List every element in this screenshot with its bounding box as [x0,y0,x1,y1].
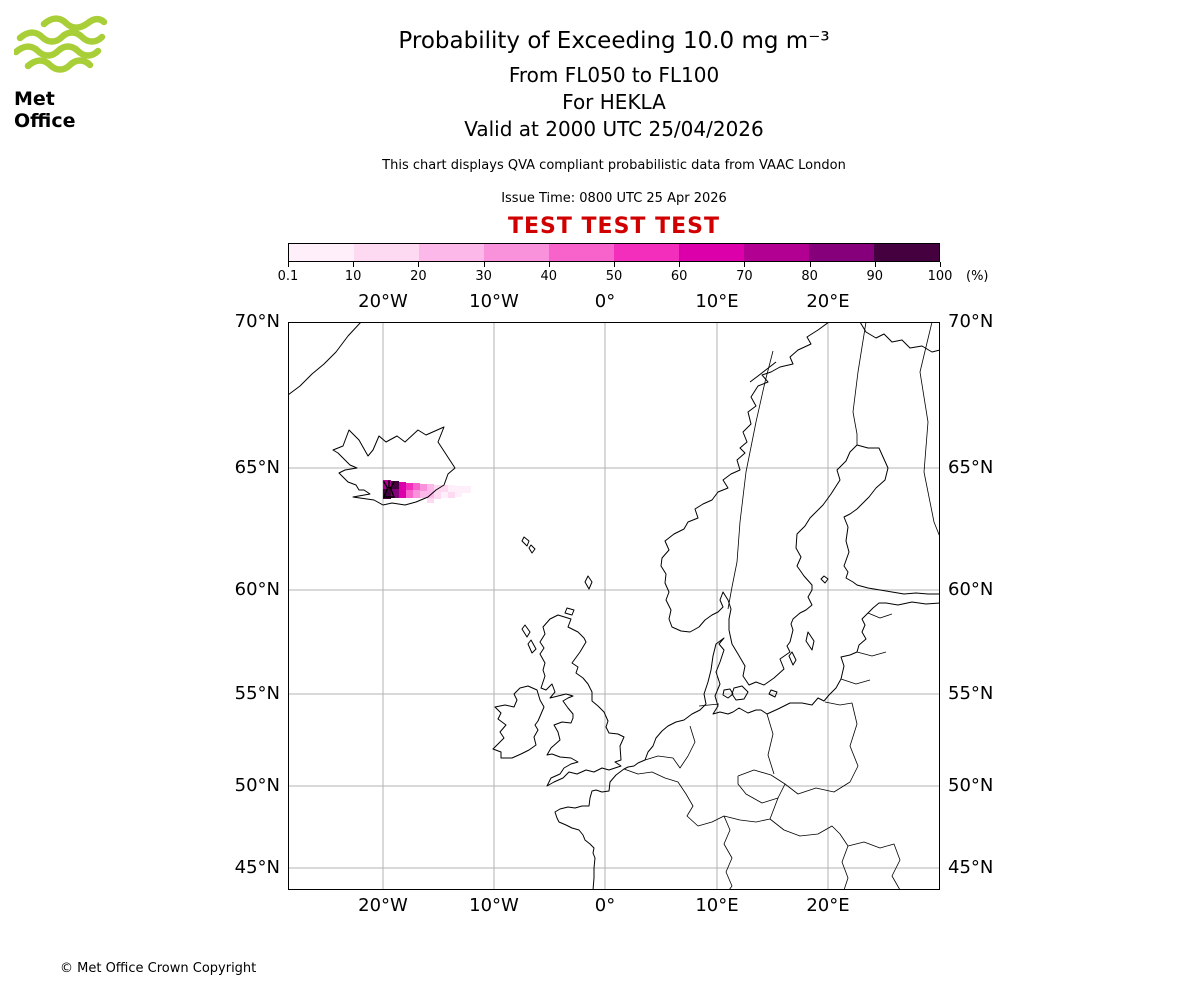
plume-cell [427,484,434,491]
map-frame [288,322,940,890]
colorbar-tick-label: 60 [670,269,688,284]
plume-cell [406,490,413,498]
lat-label-left: 55°N [234,683,280,704]
plume-cell [420,491,427,498]
plume-cell [399,490,406,498]
colorbar-tick-mark [940,262,941,267]
lon-label-bottom: 20°E [806,895,850,916]
plume-cell [434,492,441,499]
lat-label-right: 50°N [948,775,994,796]
lat-label-right: 55°N [948,683,994,704]
lat-label-left: 70°N [234,311,280,332]
colorbar-tick-mark [418,262,420,267]
colorbar-tick-label: 10 [344,269,362,284]
colorbar-tick-label: 0.1 [277,269,299,284]
colorbar-segment [809,244,874,261]
colorbar-segment [614,244,679,261]
colorbar-tick-mark [744,262,746,267]
plume-cell [448,485,455,492]
copyright-text: © Met Office Crown Copyright [60,961,257,976]
lon-label-top: 20°E [806,291,850,312]
colorbar-tick-label: 30 [475,269,492,284]
colorbar-tick-mark [548,262,550,267]
lat-label-right: 45°N [948,857,994,878]
flight-level-subtitle: From FL050 to FL100 [508,63,720,87]
logo-waves-icon [14,15,108,73]
lon-label-bottom: 10°W [469,895,519,916]
colorbar-tick-mark [809,262,811,267]
logo-brand-text: Met Office [14,88,76,132]
colorbar-tick-label: 50 [605,269,623,284]
colorbar-tick-mark [679,262,681,267]
lon-label-top: 10°E [695,291,739,312]
map-panel [288,322,940,890]
colorbar-tick-mark [874,262,876,267]
ash-plume-cells [383,480,471,503]
lon-label-bottom: 10°E [695,895,739,916]
colorbar-tick-label: 40 [540,269,558,284]
lat-label-left: 65°N [234,457,280,478]
plume-cell [441,492,448,498]
colorbar-tick-mark [614,262,615,267]
plume-cell [383,480,391,489]
colorbar-tick-mark [288,262,289,267]
lon-label-bottom: 0° [594,895,616,916]
plume-cell [462,486,471,493]
plume-cell [455,486,462,492]
issue-time: Issue Time: 0800 UTC 25 Apr 2026 [501,191,727,206]
qva-note: This chart displays QVA compliant probab… [382,158,846,173]
lat-label-right: 70°N [948,311,994,332]
colorbar-segment [419,244,484,261]
valid-time-subtitle: Valid at 2000 UTC 25/04/2026 [464,117,764,141]
colorbar-segment [549,244,614,261]
colorbar-segment [289,244,354,261]
plume-cell [427,498,434,503]
colorbar-ticks: 0.1 10 20 30 40 50 60 70 80 90 100 [278,262,952,290]
lon-label-bottom: 20°W [358,895,408,916]
map-svg [288,322,940,890]
met-office-logo: Met Office [14,14,110,132]
plume-cell [420,484,427,491]
colorbar-segment [484,244,549,261]
coastlines [288,322,940,890]
colorbar-unit-label: (%) [966,269,989,284]
lat-label-right: 60°N [948,579,994,600]
test-banner: TEST TEST TEST [508,214,720,239]
colorbar-tick-label: 90 [866,269,884,284]
plume-cell [455,492,462,497]
plume-cell [413,490,420,498]
colorbar-tick-mark [353,262,355,267]
lat-label-left: 60°N [234,579,280,600]
colorbar-tick-label: 100 [927,269,953,284]
chart-title: Probability of Exceeding 10.0 mg m⁻³ [398,28,830,54]
colorbar-segment [679,244,744,261]
colorbar-segment [354,244,419,261]
probability-colorbar [288,243,940,262]
volcano-subtitle: For HEKLA [562,90,666,114]
plume-cell [406,483,413,490]
volcano-marker-icon [382,480,396,498]
lon-label-top: 10°W [469,291,519,312]
plume-cell [413,483,420,490]
colorbar-segment [874,244,939,261]
country-borders [623,322,940,890]
colorbar-segment [744,244,809,261]
plume-cell [399,482,406,490]
lat-label-right: 65°N [948,457,994,478]
plume-cell [391,481,399,489]
plume-cell [441,485,448,492]
lat-label-left: 50°N [234,775,280,796]
lon-label-top: 0° [594,291,616,312]
colorbar-tick-mark [483,262,485,267]
graticule-grid [288,322,940,890]
colorbar-tick-label: 80 [801,269,818,284]
colorbar-tick-label: 20 [410,269,427,284]
plume-cell [391,489,399,498]
plume-cell [383,489,391,499]
lat-label-left: 45°N [234,857,280,878]
lon-label-top: 20°W [358,291,408,312]
colorbar-tick-label: 70 [736,269,753,284]
plume-cell [448,492,455,498]
